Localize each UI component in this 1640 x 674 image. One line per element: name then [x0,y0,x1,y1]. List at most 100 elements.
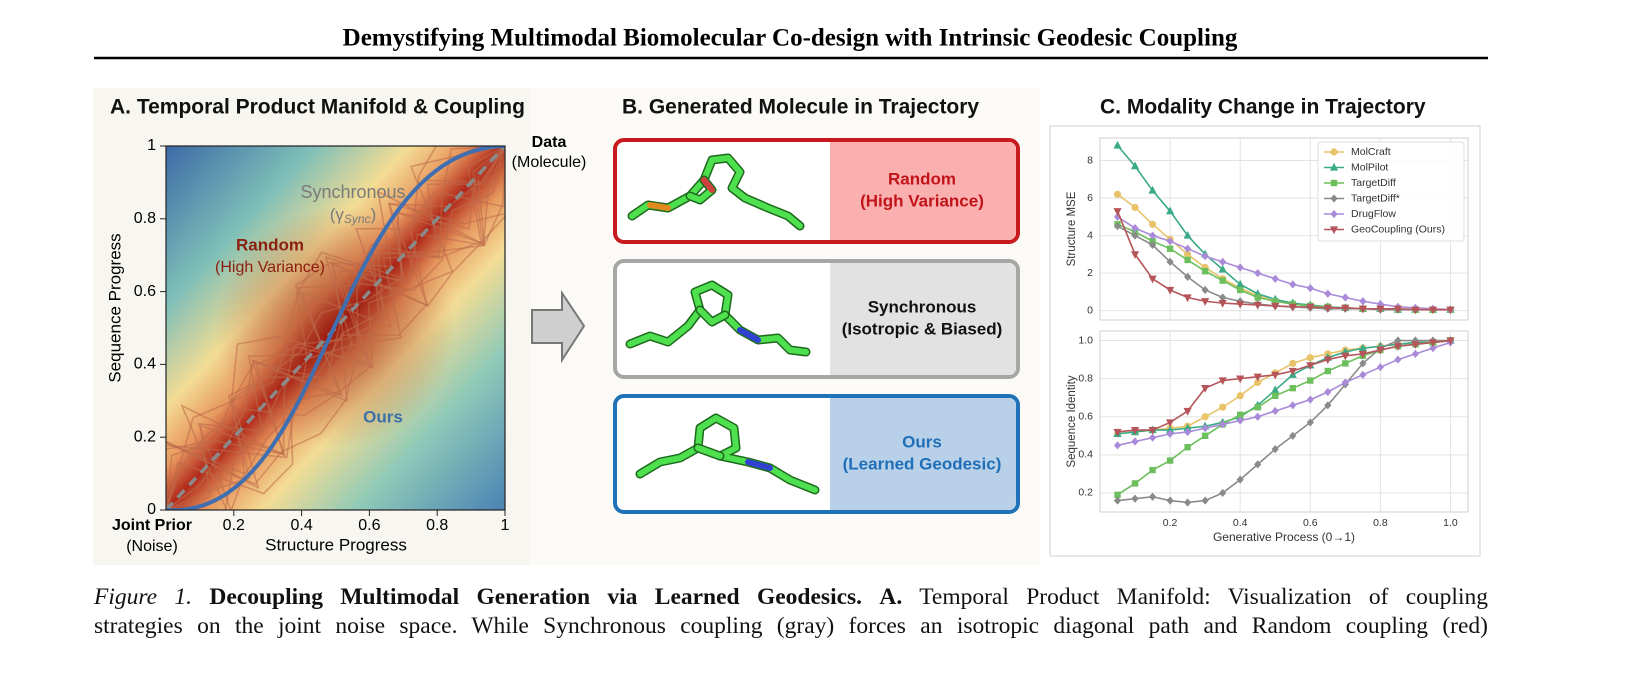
random-path [166,146,505,510]
data-point [1446,337,1455,346]
data-point [1394,336,1402,345]
data-point [1428,306,1438,315]
data-point [1271,274,1279,283]
legend-label: TargetDiff [1351,177,1396,189]
caption-text: Temporal Product Manifold: Visualization… [919,584,1488,610]
data-point [1376,346,1385,355]
data-point [1289,431,1297,440]
caption-title: Decoupling Multimodal Generation via Lea… [209,584,863,610]
molecule-bond [695,445,723,459]
data-point [1324,387,1332,397]
data-point [1165,286,1175,295]
data-point [1184,244,1192,253]
heatmap [166,146,505,510]
data-point [1342,360,1349,367]
data-point [1288,303,1297,312]
data-point [1253,301,1262,310]
data-point [1184,444,1191,451]
random-path [166,146,505,510]
data-point [1254,460,1262,469]
random-path [166,146,505,510]
data-point [1411,341,1420,349]
data-point [1307,377,1314,384]
figure: Demystifying Multimodal Biomolecular Co-… [93,25,1488,565]
data-point [1393,305,1403,314]
data-point [1341,378,1349,387]
legend-marker [1330,209,1338,219]
box-label: Synchronous [868,297,977,316]
symbol-sub: Sync [344,212,371,226]
x-tick-label: 0.8 [426,517,448,534]
data-point [1254,294,1261,301]
data-point [1236,392,1244,400]
data-point [1166,257,1174,266]
caption-part: A. [879,584,903,610]
data-point [1376,363,1384,372]
data-point [1218,264,1227,273]
molecule-bond [697,307,728,325]
end-sublabel: (Molecule) [512,154,587,171]
panel-title: C. Modality Change in Trajectory [1100,96,1426,119]
x-tick-label: 0.6 [1303,517,1318,529]
data-point [1113,140,1122,149]
legend-label: MolCraft [1351,146,1391,158]
data-point [1288,367,1297,376]
data-point [1131,437,1139,446]
arrow [531,289,586,364]
x-tick-label: 0.6 [358,517,380,534]
box-label: Random [888,169,956,188]
data-point [1236,416,1244,425]
data-point [1253,373,1262,382]
data-point [1446,306,1455,315]
caption-line: strategies on the joint noise space. Whi… [94,613,1488,639]
panel-title: B. Generated Molecule in Trajectory [622,96,979,119]
data-point [1254,412,1262,421]
data-point [1271,385,1280,394]
data-point [1271,406,1279,416]
data-point [1236,411,1244,419]
data-point [1201,496,1209,505]
legend-marker [1330,148,1338,156]
data-point [1236,375,1245,384]
data-point [1219,488,1227,498]
data-point [1306,395,1314,404]
y-tick-label: 0 [1087,304,1093,316]
data-point [1148,185,1157,194]
symbol-part: (γ [330,205,345,224]
data-point [1113,441,1122,450]
atom-bond [737,327,761,343]
molecule-boxes: Random (High Variance) Synchronous (Isotrop… [613,138,1020,514]
legend-marker [1329,162,1339,171]
synchronous-symbol: (γSync) [330,205,377,226]
data-point [1236,300,1245,309]
data-point [1411,306,1420,315]
y-tick-label: 0.2 [134,428,156,445]
x-tick-label: 0.2 [1163,517,1178,529]
data-point [1148,275,1157,284]
data-point [1201,268,1209,275]
data-point [1306,354,1314,362]
y-axis-label: Sequence Progress [105,233,124,382]
legend-marker [1330,194,1338,203]
y-axis-label: Sequence Identity [1066,375,1078,467]
data-point [1201,298,1210,306]
data-point [1148,433,1157,442]
data-point [1113,208,1122,216]
x-tick-label: 0.4 [290,517,312,534]
y-axis-label: Structure MSE [1066,191,1078,266]
data-point [1166,245,1174,252]
data-point [1376,305,1385,314]
caption-line: Figure 1. Decoupling Multimodal Generati… [94,584,1488,611]
data-point [1394,355,1402,364]
data-point [1341,304,1350,313]
data-point [1201,252,1209,261]
data-point [1218,377,1227,386]
data-point [1393,343,1403,351]
data-point [1201,424,1209,433]
data-point [1201,432,1209,439]
data-point [1183,423,1192,432]
atom-bond [745,459,773,471]
data-point [1131,480,1139,487]
box-sublabel: (Learned Geodesic) [843,454,1002,473]
y-tick-label: 8 [1087,154,1093,166]
